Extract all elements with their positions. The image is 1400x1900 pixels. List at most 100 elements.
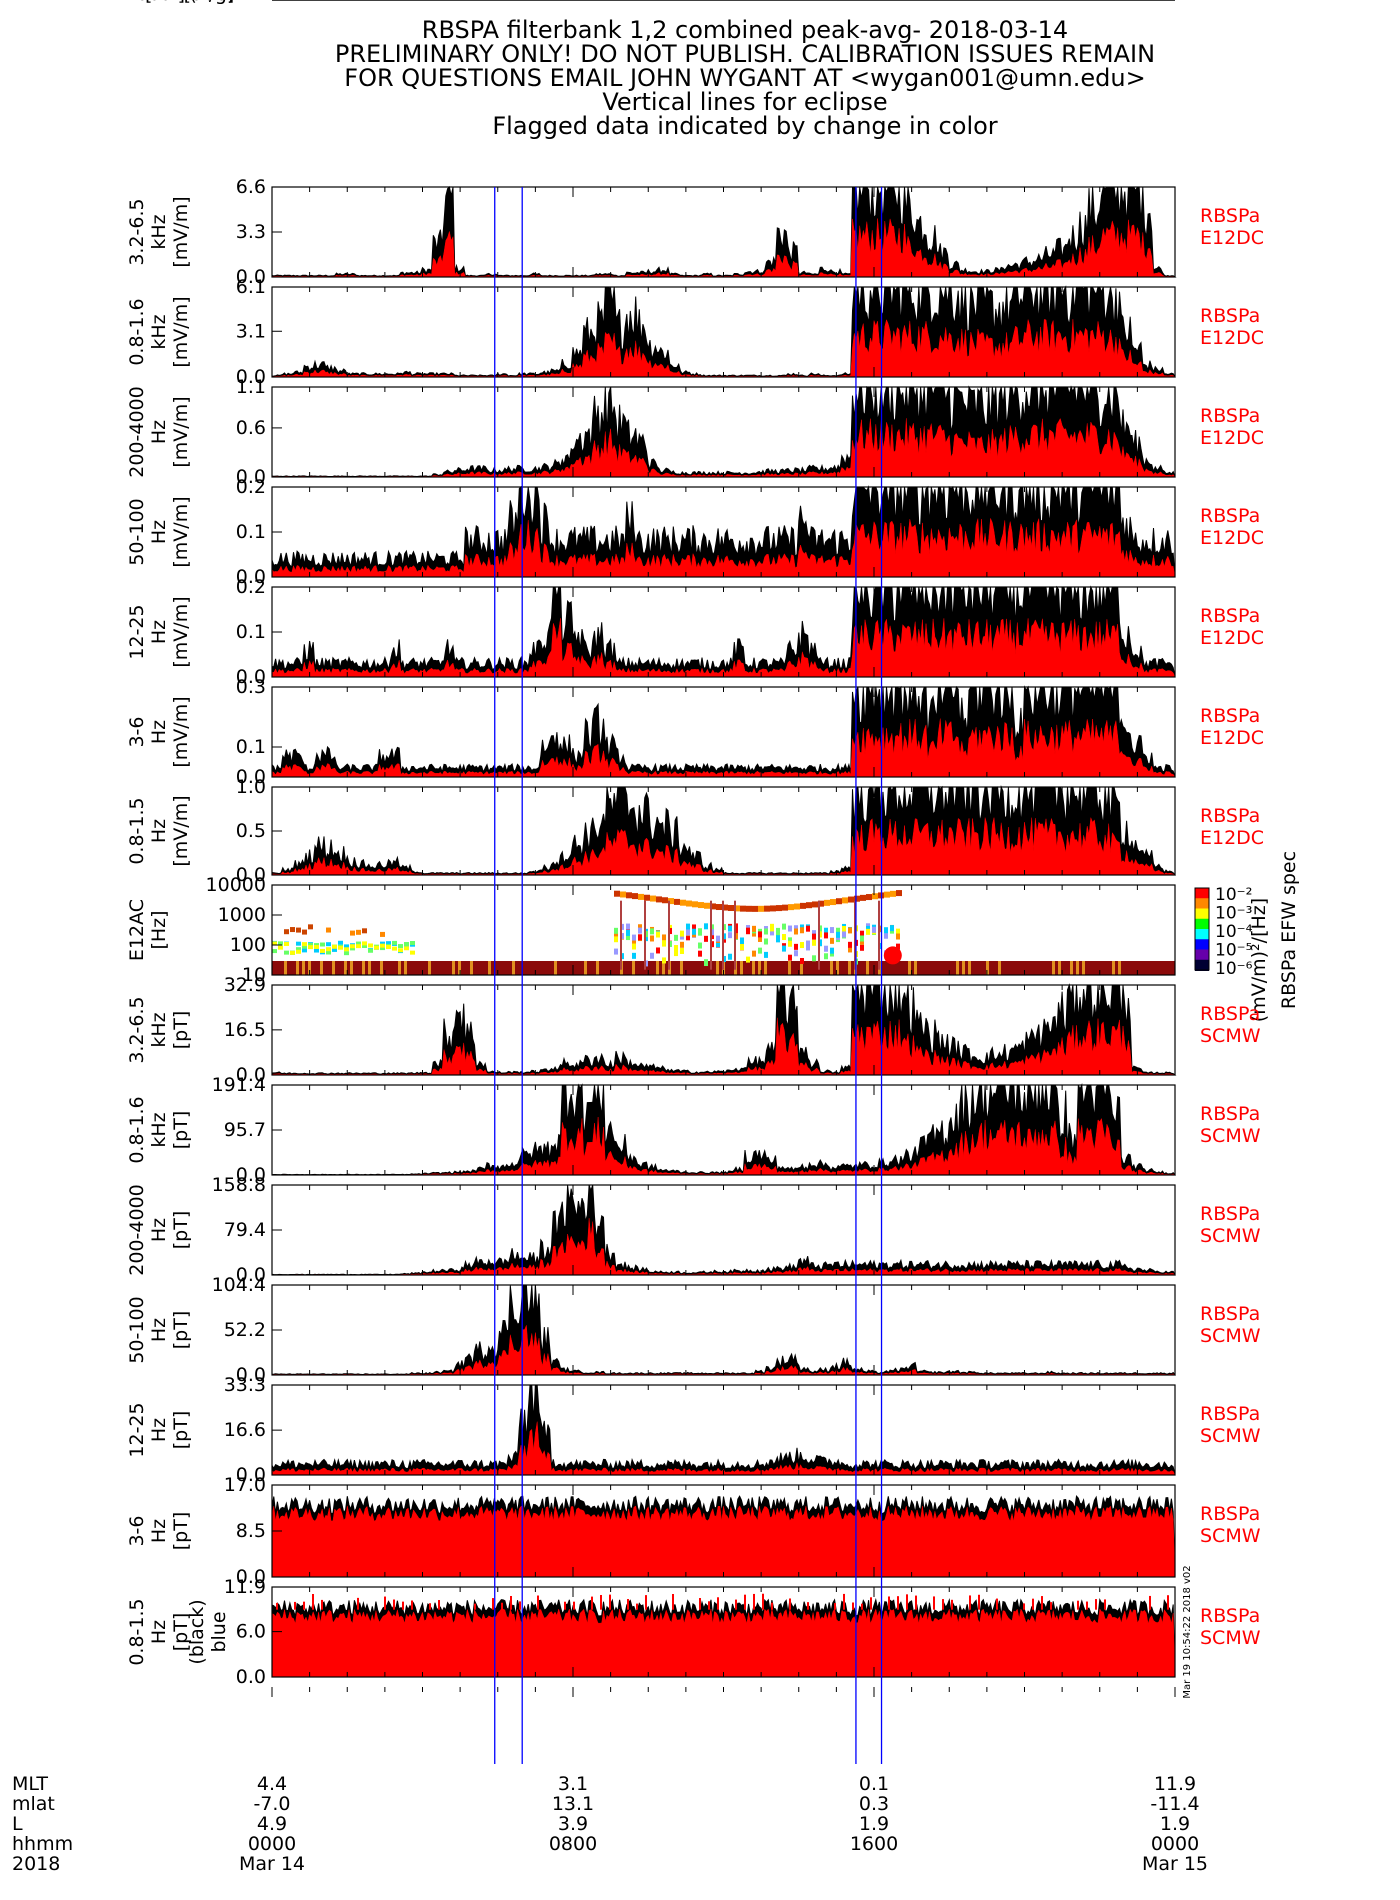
y-label: [pT] xyxy=(170,1111,192,1150)
colorbar-segment xyxy=(1195,949,1209,961)
spectrogram-cell xyxy=(410,941,415,946)
colorbar-segment xyxy=(1195,929,1209,941)
spectrogram-cell xyxy=(836,931,840,938)
spectrogram-cell xyxy=(296,949,301,954)
y-label: 3-6 xyxy=(126,1515,148,1546)
spectrogram-cell xyxy=(302,961,305,975)
panel-tag-component: SCMW xyxy=(1200,1325,1261,1347)
spectrogram-cell xyxy=(356,944,361,949)
panel-spec: E12AC [Hz] 10000 1000 100 10 10⁻²10⁻³10⁻⁴10⁻⁵1… xyxy=(126,851,1300,1022)
panel-frame xyxy=(271,1586,1176,1678)
spectrogram-cell xyxy=(704,960,708,967)
average-fill xyxy=(271,618,1176,678)
spectrogram-cell xyxy=(638,924,642,931)
colorbar-segment xyxy=(1195,959,1209,971)
y-label: 3.2-6.5 xyxy=(126,996,148,1063)
panel-tag-instrument: RBSPa xyxy=(1200,705,1260,727)
spike xyxy=(1104,1599,1106,1610)
y-label: kHz xyxy=(148,1112,170,1147)
spectrogram-streak xyxy=(620,900,622,970)
spectrogram-cell xyxy=(770,925,774,932)
spike xyxy=(843,1593,845,1610)
spectrogram-cell xyxy=(278,945,283,950)
panel-frame xyxy=(271,486,1176,578)
spectrogram-cell xyxy=(662,940,666,947)
spike xyxy=(1050,1602,1052,1610)
y-label: [pT] xyxy=(170,1311,192,1350)
y-label: [pT] xyxy=(170,1613,192,1652)
y-label: 0.8-1.6 xyxy=(126,1096,148,1163)
panel-background xyxy=(272,1185,1175,1275)
spike xyxy=(492,1598,494,1610)
spectrogram-cell xyxy=(914,961,917,975)
tick-label: 0.2 xyxy=(236,576,266,598)
average-fill xyxy=(271,1421,1176,1476)
y-label: [pT] xyxy=(170,1011,192,1050)
spectrogram-cell xyxy=(644,894,650,901)
spike xyxy=(807,1602,809,1610)
spectrogram-cell xyxy=(692,924,696,931)
peak-envelope xyxy=(271,1384,1176,1476)
spectrogram-cell xyxy=(716,941,720,948)
spectrogram-cell xyxy=(698,950,702,957)
eph-value: 11.9 xyxy=(1154,1773,1196,1795)
spectrogram-cell xyxy=(392,946,397,951)
tick-label: 104.4 xyxy=(212,1274,266,1296)
panel-frame xyxy=(271,984,1176,1076)
tick-label: 0.0 xyxy=(236,466,266,488)
tick-label: 1.0 xyxy=(236,776,266,798)
spike xyxy=(735,1599,737,1610)
y-label: [mV/m] xyxy=(170,496,192,567)
spectrogram-cell xyxy=(632,893,638,900)
spike xyxy=(564,1601,566,1610)
spectrogram-cell xyxy=(356,941,361,946)
panel-b7: 0.8-1.5 Hz [pT](black) blue 11.9 6.0 0.0 RBSPaS… xyxy=(126,1565,1261,1698)
spectrogram-hotspot xyxy=(883,946,902,965)
colorbar-segment xyxy=(1195,898,1209,910)
spectrogram-cell xyxy=(638,927,642,934)
spectrogram-cell xyxy=(656,947,660,954)
spectrogram-cell xyxy=(890,890,896,897)
y-label: [mV/m] xyxy=(170,396,192,467)
spectrogram-cell xyxy=(866,894,872,901)
eph-row-label: 2018 xyxy=(12,1853,60,1875)
spectrogram-cell xyxy=(302,948,307,953)
eph-value: 4.4 xyxy=(257,1773,287,1795)
spike xyxy=(402,1601,404,1610)
spectrogram-cell xyxy=(782,923,786,930)
spectrogram-cell xyxy=(662,957,666,964)
title-line-0: RBSPA filterbank 1,2 combined peak-avg- … xyxy=(422,16,1068,44)
spectrogram-cell xyxy=(614,927,618,934)
spike xyxy=(1032,1598,1034,1610)
spectrogram-cell xyxy=(470,961,473,975)
y-label: [deg] xyxy=(184,0,235,5)
spectrogram-cell xyxy=(380,931,385,937)
spectrogram-cell xyxy=(638,893,644,900)
tick-label: 0.0 xyxy=(236,1264,266,1286)
y-label: [pT] xyxy=(170,1211,192,1250)
spike xyxy=(1086,1601,1088,1610)
y-label: 200-4000 xyxy=(126,1184,148,1275)
spectrogram-cell xyxy=(344,947,349,952)
colorbar-segment xyxy=(1195,888,1209,900)
spectrogram-cell xyxy=(866,961,869,975)
spectrogram-cell xyxy=(296,927,301,933)
panel-tag-component: SCMW xyxy=(1200,1125,1261,1147)
spectrogram-cell xyxy=(404,961,407,975)
spectrogram-cell xyxy=(398,948,403,953)
spectrogram-cell xyxy=(692,928,696,935)
spectrogram-cell xyxy=(686,900,692,907)
spectrogram-cell xyxy=(320,961,323,975)
spectrogram-cell xyxy=(404,946,409,951)
spectrogram-cell xyxy=(680,930,684,937)
tick-label: 100 xyxy=(230,934,266,956)
y-label: Hz xyxy=(148,1418,170,1442)
spectrogram-cell xyxy=(866,928,870,935)
spike xyxy=(438,1600,440,1610)
spectrogram-cell xyxy=(278,941,283,946)
tick-label: 16.5 xyxy=(224,1019,266,1041)
tick-label: 10 xyxy=(242,964,266,986)
spectrogram-cell xyxy=(830,899,836,906)
